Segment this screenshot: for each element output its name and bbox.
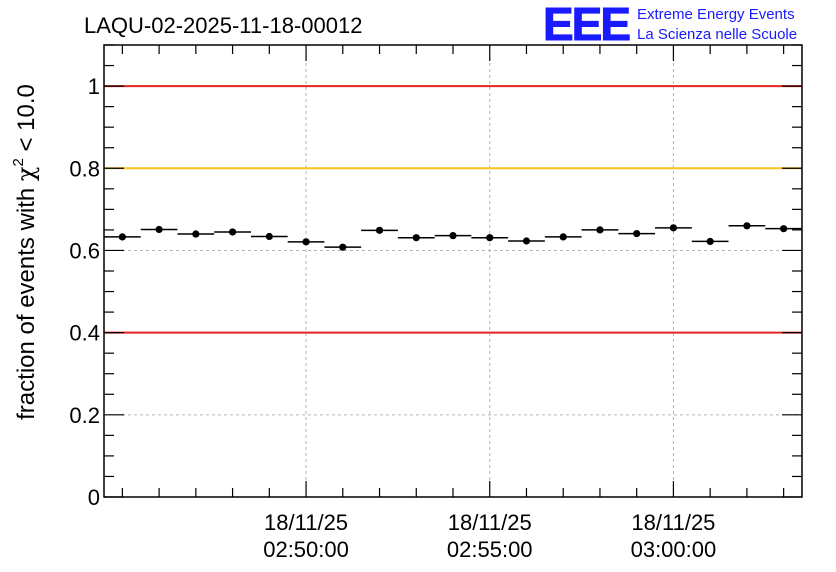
- y-axis-label-suffix: < 10.0: [13, 84, 40, 158]
- y-axis-label-superscript: 2: [10, 158, 27, 166]
- data-point: [728, 222, 766, 230]
- y-tick-label: 0: [88, 485, 100, 510]
- point-marker: [412, 234, 420, 242]
- point-marker: [228, 228, 237, 236]
- point-marker: [375, 226, 384, 234]
- data-point: [397, 234, 435, 242]
- data-point: [214, 228, 251, 236]
- y-axis-label-prefix: fraction of events with: [13, 181, 40, 420]
- data-point: [618, 230, 656, 238]
- data-point: [324, 243, 362, 251]
- data-point: [544, 233, 582, 241]
- data-points: [104, 222, 802, 251]
- data-point: [655, 224, 692, 232]
- y-tick-label: 0.2: [69, 403, 100, 428]
- point-marker: [265, 232, 273, 241]
- point-marker: [192, 230, 200, 238]
- x-tick-label-date: 18/11/25: [264, 510, 348, 535]
- x-tick-label-time: 02:55:00: [447, 537, 533, 562]
- axis-ticks: [104, 44, 802, 498]
- data-point: [104, 233, 141, 241]
- y-tick-label: 0.6: [69, 238, 100, 263]
- y-tick-label: 0.4: [69, 321, 100, 346]
- point-marker: [486, 234, 494, 242]
- point-marker: [155, 225, 163, 234]
- x-tick-label-time: 03:00:00: [631, 537, 717, 562]
- grid-lines: [104, 45, 802, 497]
- y-axis-label-symbol: χ: [12, 166, 40, 181]
- data-point: [765, 225, 802, 233]
- data-point: [581, 226, 619, 234]
- logo-line1: Extreme Energy Events: [637, 6, 795, 23]
- point-marker: [706, 237, 714, 246]
- x-tick-label-time: 02:50:00: [263, 537, 349, 562]
- eee-logo: EEE Extreme Energy Events La Scienza nel…: [543, 0, 798, 51]
- plot-frame: [103, 44, 803, 498]
- tick-labels: 00.20.40.60.8118/11/2502:50:0018/11/2502…: [69, 74, 716, 562]
- point-marker: [780, 225, 788, 233]
- data-point: [434, 232, 472, 240]
- point-marker: [522, 237, 531, 245]
- point-marker: [559, 233, 567, 241]
- point-marker: [302, 238, 310, 246]
- y-tick-label: 1: [88, 74, 100, 99]
- point-marker: [669, 224, 678, 232]
- y-axis-label: fraction of events with χ2 < 10.0: [10, 84, 40, 420]
- point-marker: [633, 230, 641, 238]
- y-tick-label: 0.8: [69, 156, 100, 181]
- x-tick-label-date: 18/11/25: [448, 510, 532, 535]
- point-marker: [118, 233, 126, 241]
- data-point: [250, 232, 288, 241]
- logo-mark: EEE: [543, 0, 629, 50]
- point-marker: [449, 232, 457, 240]
- data-point: [508, 237, 545, 245]
- data-point: [140, 225, 178, 234]
- point-marker: [596, 226, 604, 234]
- plot-border: [103, 44, 803, 498]
- logo-line2: La Scienza nelle Scuole: [637, 26, 797, 43]
- data-point: [361, 226, 398, 234]
- reference-lines: [104, 85, 802, 334]
- data-point: [471, 234, 509, 242]
- data-point: [691, 237, 729, 246]
- point-marker: [743, 222, 751, 230]
- data-point: [177, 230, 215, 238]
- chart-title: LAQU-02-2025-11-18-00012: [84, 13, 362, 38]
- data-point: [287, 238, 325, 246]
- x-tick-label-date: 18/11/25: [631, 510, 715, 535]
- point-marker: [339, 243, 347, 251]
